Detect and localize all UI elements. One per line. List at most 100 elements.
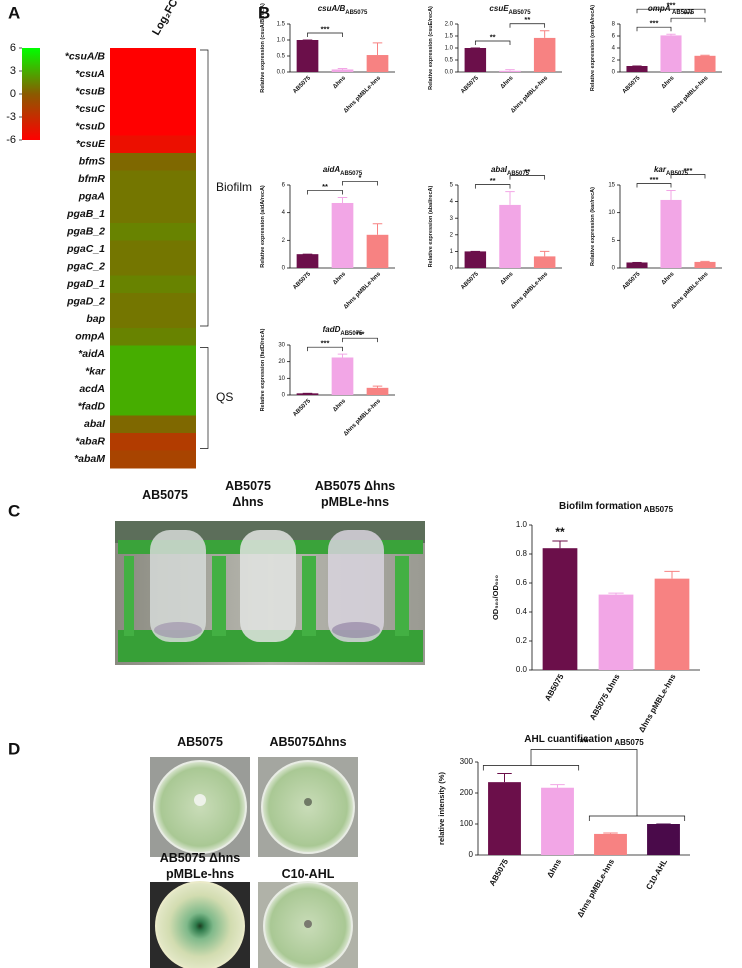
row-label: *csuE [76,138,106,150]
photo-label: C10-AHL [282,867,335,881]
heat-cell [110,310,196,329]
row-label: *kar [85,366,106,378]
row-label: *csuB [75,86,105,98]
x-tick-label: AB5075 Δhns [588,672,622,722]
row-label: *fadD [78,401,106,413]
significance: ** [579,735,589,749]
title-main: kar [654,165,667,174]
x-tick-label: Δhns [332,271,347,286]
error-bar [664,570,680,579]
y-tick-label: 1.5 [277,22,286,28]
y-tick-label: 0 [282,393,286,399]
error-bar [337,196,348,203]
chart-title: abaIAB5075 [491,165,530,177]
panel-letter: C [8,501,20,520]
chart-title: csuEAB5075 [489,4,531,16]
heat-cell [110,188,196,206]
group-label: Biofilm [216,180,252,194]
heat-cell [110,135,196,154]
error-bar [700,54,710,56]
significance: *** [650,175,659,184]
significance-bracket [636,8,706,14]
y-tick-label: 2 [282,238,286,244]
x-tick-label: Δhns [661,271,676,286]
bar [626,66,648,72]
y-tick-label: 4 [282,210,286,216]
y-tick-label: 3 [450,216,454,222]
y-tick-label: 200 [460,788,474,797]
y-axis-label: Relative expression (abaI/recA) [428,186,434,268]
significance: ** [555,525,565,539]
row-label: acdA [79,383,105,395]
bar [366,55,389,72]
bar [499,70,521,72]
y-axis-label: Relative expression (ompA/recA) [590,5,596,91]
significance-bracket [307,346,343,352]
significance-bracket [670,174,706,179]
title-main: csuA/B [318,4,346,13]
significance-bracket [636,183,672,188]
y-tick-label: 2.0 [445,22,454,28]
bar [331,357,354,395]
y-tick-label: 0.0 [516,665,528,674]
y-tick-label: 1 [450,249,454,255]
title-main: Biofilm formation [559,501,642,512]
row-label: *csuC [75,103,105,115]
group-bracket [200,49,209,327]
y-tick-label: 20 [278,359,285,365]
heat-cell [110,398,196,416]
error-bar [372,385,383,388]
y-tick-label: 1.0 [516,520,528,529]
row-label: bfmS [79,156,105,168]
x-tick-label: Δhns [332,398,347,413]
colorbar-tick-label: -3 [6,111,16,123]
title-sub: AB5075 [666,171,689,177]
bar [660,35,682,72]
bar [366,387,389,395]
y-tick-label: 0.0 [445,70,454,76]
x-tick-label: Δhns pMBLe-hns [670,271,710,311]
heat-cell [110,153,196,171]
title-sub: AB5075 [642,505,674,514]
y-axis-label: OD₅₈₀/OD₆₀₀ [491,575,500,620]
significance: *** [684,166,693,175]
y-axis-label: Relative expression (aidA/recA) [260,185,266,268]
x-tick-label: AB5075 [622,75,642,95]
error-bar [608,592,624,595]
chart-title: Biofilm formation AB5075 [559,501,674,514]
y-tick-label: 0.5 [277,54,286,60]
bar [499,204,521,268]
row-label: *csuD [75,121,105,133]
y-tick-label: 1.0 [445,46,454,52]
error-bar [505,191,515,205]
chart-title: aidAAB5075 [323,165,363,177]
significance: *** [321,25,330,34]
significance-bracket [509,23,546,28]
significance: *** [684,10,693,19]
chart-title: fadDAB5075 [323,325,363,337]
x-tick-label: Δhns pMBLe-hns [343,75,383,115]
row-label: pgaD_2 [66,296,105,308]
photo-label: Δhns [232,495,263,509]
error-bar [550,784,565,788]
bar [542,548,578,670]
error-bar [666,190,676,200]
heat-cell [110,415,196,434]
row-label: *aidA [78,348,105,360]
row-label: *csuA/B [65,51,106,63]
heat-cell [110,275,196,294]
y-tick-label: 100 [460,819,474,828]
photo-label: AB5075 [177,735,223,749]
title-sub: AB5075 [612,738,644,747]
x-tick-label: Δhns [500,271,515,286]
title-main: ompA [648,4,671,13]
bar [647,824,680,855]
bar [488,782,521,855]
y-tick-label: 1.5 [445,34,454,40]
heat-cell [110,170,196,189]
error-bar [372,223,383,235]
x-tick-label: Δhns pMBLe-hns [510,271,550,311]
heat-cell [110,293,196,311]
significance: ** [322,182,328,191]
row-label: *abaM [74,453,105,465]
